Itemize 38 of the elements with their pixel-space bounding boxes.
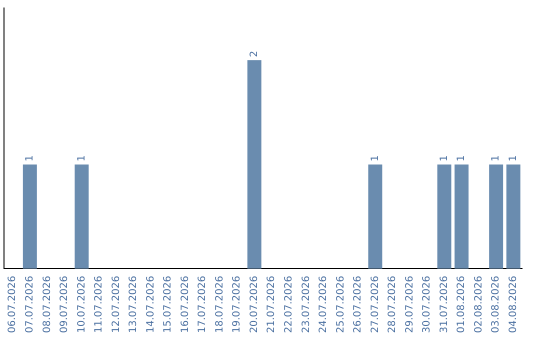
x-tick-label: 11.07.2026 [94,276,105,334]
x-tick-label: 10.07.2026 [76,276,88,334]
x-tick-label: 01.08.2026 [456,276,468,334]
x-tick-label: 06.07.2026 [7,276,18,334]
x-tick-label: 07.07.2026 [24,276,36,334]
x-tick-label: 23.07.2026 [300,276,312,334]
data-label: 1 [490,155,502,162]
x-tick-label: 31.07.2026 [438,276,450,334]
x-tick-label: 14.07.2026 [145,276,156,334]
x-tick-label: 22.07.2026 [283,276,294,334]
x-tick-label: 20.07.2026 [248,276,260,334]
data-label: 1 [456,155,468,162]
x-tick-label: 13.07.2026 [128,276,140,334]
x-tick-label: 18.07.2026 [214,276,226,334]
x-tick-label: 12.07.2026 [110,276,122,334]
x-tick-label: 21.07.2026 [266,276,278,334]
data-label: 1 [76,155,88,162]
data-label: 1 [438,155,450,162]
data-label: 1 [370,155,381,162]
data-label: 1 [24,155,36,162]
x-tick-label: 28.07.2026 [387,276,398,334]
x-tick-label: 04.08.2026 [508,276,519,334]
x-tick-label: 25.07.2026 [335,276,346,334]
x-tick-label: 03.08.2026 [490,276,502,334]
data-label: 1 [508,155,519,162]
x-tick-label: 29.07.2026 [404,276,416,334]
x-tick-label: 17.07.2026 [197,276,208,334]
x-tick-label: 08.07.2026 [42,276,53,334]
x-tick-label: 19.07.2026 [232,276,243,334]
x-tick-label: 15.07.2026 [162,276,174,334]
x-tick-label: 30.07.2026 [422,276,433,334]
x-tick-label: 02.08.2026 [473,276,484,334]
x-tick-label: 27.07.2026 [370,276,381,334]
x-tick-label: 26.07.2026 [352,276,364,334]
x-tick-label: 16.07.2026 [180,276,191,334]
x-tick-label: 09.07.2026 [59,276,70,334]
data-label: 2 [248,50,260,58]
x-tick-label: 24.07.2026 [318,276,330,334]
